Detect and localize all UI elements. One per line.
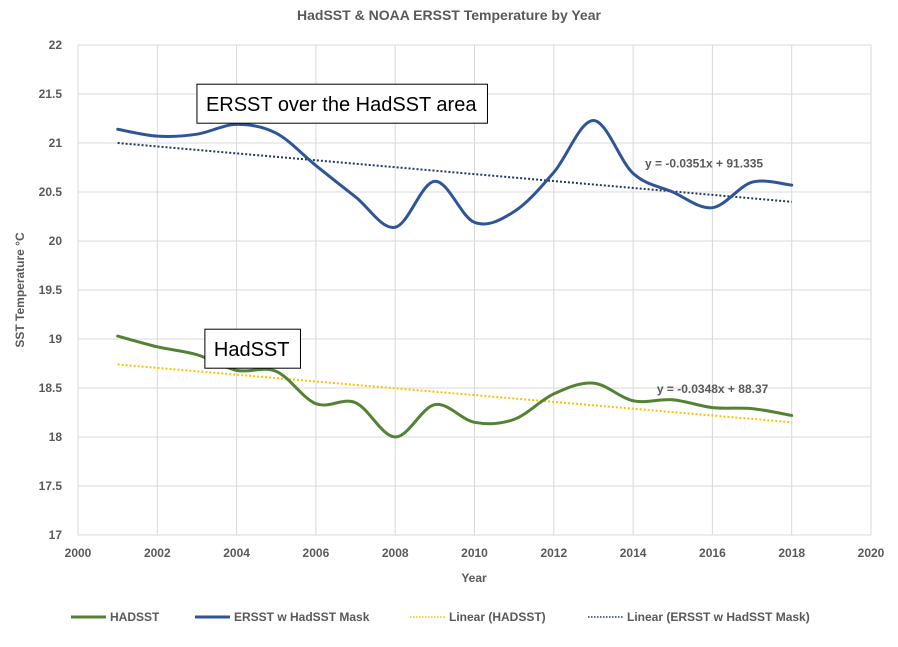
annotation-box: ERSST over the HadSST area xyxy=(196,83,488,124)
trend-equation: y = -0.0348x + 88.37 xyxy=(657,382,769,396)
legend: HADSST ERSST w HadSST Mask Linear (HADSST)… xyxy=(71,610,810,624)
annotation-border xyxy=(196,83,488,124)
trend-equations: y = -0.0348x + 88.37 y = -0.0351x + 91.33… xyxy=(645,157,769,396)
trendline xyxy=(117,363,792,424)
y-tick-label: 20 xyxy=(49,234,63,248)
y-tick-label: 19 xyxy=(49,332,63,346)
annotations: ERSST over the HadSST area HadSST xyxy=(196,83,488,369)
x-axis-title: Year xyxy=(461,571,487,585)
gridlines xyxy=(77,44,872,536)
y-tick-label: 21 xyxy=(49,136,63,150)
x-tick-label: 2014 xyxy=(620,546,647,560)
y-tick-label: 19.5 xyxy=(39,283,63,297)
series-line xyxy=(116,118,794,229)
legend-item: HADSST xyxy=(71,610,160,624)
x-tick-label: 2000 xyxy=(65,546,92,560)
annotation-text: ERSST over the HadSST area xyxy=(206,94,477,116)
y-tick-label: 22 xyxy=(49,38,63,52)
x-tick-label: 2006 xyxy=(303,546,330,560)
annotation-box: HadSST xyxy=(204,328,301,369)
trend-equation: y = -0.0351x + 91.335 xyxy=(645,157,763,171)
legend-item: ERSST w HadSST Mask xyxy=(195,610,370,624)
trendline xyxy=(117,142,792,203)
y-axis-title: SST Temperature °C xyxy=(13,232,27,348)
x-tick-label: 2016 xyxy=(699,546,726,560)
x-tick-label: 2008 xyxy=(382,546,409,560)
series-line xyxy=(116,334,794,439)
y-tick-label: 21.5 xyxy=(39,87,63,101)
annotation-border xyxy=(204,328,301,369)
x-axis-ticks: 2000 2002 2004 2006 2008 2010 2012 2014 2016 2018… xyxy=(65,546,885,560)
chart-title: HadSST & NOAA ERSST Temperature by Year xyxy=(297,7,601,23)
y-tick-label: 20.5 xyxy=(39,185,63,199)
legend-label: Linear (ERSST w HadSST Mask) xyxy=(627,610,810,624)
x-tick-label: 2004 xyxy=(223,546,250,560)
legend-item: Linear (ERSST w HadSST Mask) xyxy=(588,610,810,624)
x-tick-label: 2020 xyxy=(858,546,885,560)
legend-label: ERSST w HadSST Mask xyxy=(234,610,370,624)
legend-label: HADSST xyxy=(110,610,160,624)
y-tick-label: 18 xyxy=(49,430,63,444)
x-tick-label: 2018 xyxy=(778,546,805,560)
annotation-text: HadSST xyxy=(214,339,290,361)
x-tick-label: 2012 xyxy=(540,546,567,560)
x-tick-label: 2002 xyxy=(144,546,171,560)
x-tick-label: 2010 xyxy=(461,546,488,560)
y-tick-label: 17 xyxy=(49,528,63,542)
y-tick-label: 17.5 xyxy=(39,479,63,493)
y-axis-ticks: 17 17.5 18 18.5 19 19.5 20 20.5 21 21.5 22 xyxy=(39,38,63,542)
legend-item: Linear (HADSST) xyxy=(410,610,546,624)
y-tick-label: 18.5 xyxy=(39,381,63,395)
series xyxy=(116,118,794,439)
legend-label: Linear (HADSST) xyxy=(449,610,546,624)
trendlines xyxy=(117,142,792,424)
